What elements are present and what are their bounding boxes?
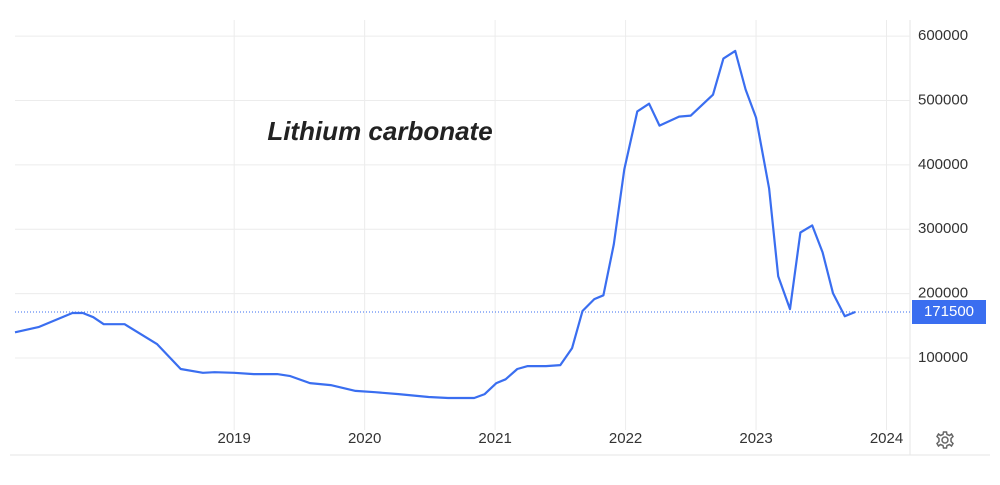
settings-icon-gear[interactable]: [936, 431, 954, 449]
y-tick-label: 500000: [918, 91, 968, 108]
y-tick-label: 300000: [918, 220, 968, 237]
settings-icon[interactable]: [936, 431, 954, 449]
chart-title: Lithium carbonate: [267, 116, 492, 146]
settings-icon-center[interactable]: [941, 436, 949, 444]
current-value-label: 171500: [924, 303, 974, 320]
grid: [15, 20, 910, 430]
x-tick-label: 2020: [348, 430, 381, 447]
x-tick-label: 2021: [478, 430, 511, 447]
current-value-badge: [912, 299, 986, 324]
x-tick-label: 2019: [217, 430, 250, 447]
y-tick-label: 100000: [918, 349, 968, 366]
price-line: [14, 49, 856, 400]
y-tick-label: 400000: [918, 156, 968, 173]
y-tick-label: 200000: [918, 285, 968, 302]
x-tick-label: 2023: [739, 430, 772, 447]
x-tick-label: 2024: [870, 430, 903, 447]
x-tick-label: 2022: [609, 430, 642, 447]
y-tick-label: 600000: [918, 27, 968, 44]
